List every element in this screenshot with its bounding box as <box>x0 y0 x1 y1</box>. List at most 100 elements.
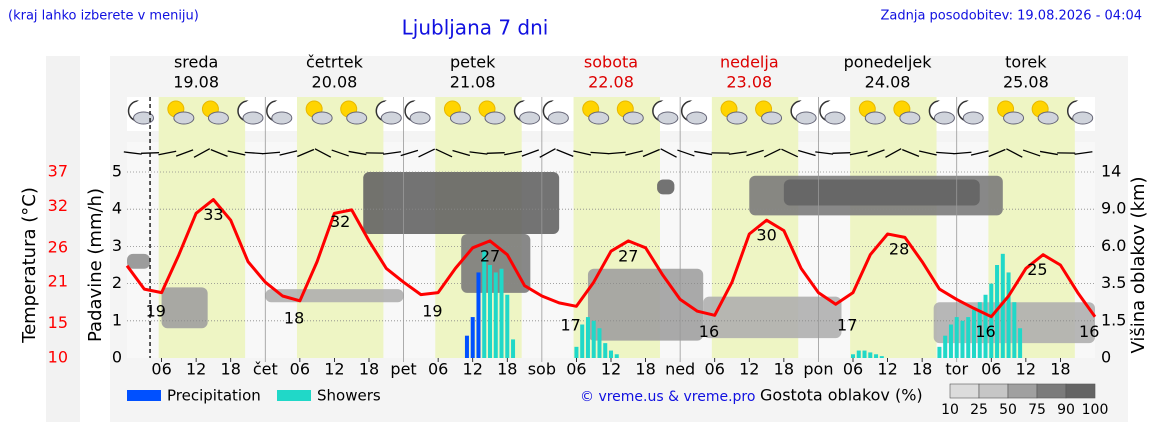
wind-barb <box>607 151 626 155</box>
day-name: torek <box>1005 53 1047 72</box>
temp-label: 33 <box>203 205 223 224</box>
y-axis-title: Padavine (mm/h) <box>85 188 106 342</box>
wind-barb <box>521 149 540 157</box>
temp-axis-title: Temperatura (°C) <box>19 187 40 344</box>
x-tick-label: sob <box>528 360 556 379</box>
x-tick-label: ned <box>665 360 695 379</box>
temp-tick-label: 21 <box>48 272 68 291</box>
temp-tick-label: 32 <box>48 196 68 215</box>
cloud-icon <box>1037 111 1059 125</box>
wind-barb <box>1074 151 1093 155</box>
wind-barb <box>885 148 902 158</box>
cloud-icon <box>962 111 984 125</box>
wind-barb <box>625 150 643 156</box>
day-date: 24.08 <box>865 73 911 92</box>
day-date: 21.08 <box>450 73 496 92</box>
cloud-icon <box>686 111 708 125</box>
legend-label: Precipitation <box>167 387 261 405</box>
temp-tick-label: 37 <box>48 162 68 181</box>
cloud-icon <box>311 111 333 125</box>
cloud-icon <box>622 111 644 125</box>
wind-barb <box>746 149 764 157</box>
cloud-icon <box>380 111 402 125</box>
wind-barb <box>262 151 281 155</box>
cloud-block <box>657 179 675 195</box>
wind-barb <box>227 150 246 156</box>
cloud-icon <box>207 111 229 125</box>
wind-barb <box>936 151 955 155</box>
wind-barb <box>815 151 834 155</box>
temp-tick-label: 26 <box>48 237 68 256</box>
updated: Zadnja posodobitev: 19.08.2026 - 04:04 <box>880 9 1142 24</box>
wind-barb <box>798 149 816 157</box>
cloud-icon <box>933 111 955 125</box>
wind-barb <box>953 151 972 155</box>
bar <box>603 343 608 358</box>
x-tick-label: 18 <box>774 360 794 379</box>
x-tick-label: čet <box>253 360 278 379</box>
y-tick-label: 0 <box>112 348 122 367</box>
bar <box>943 335 948 358</box>
cloud-icon <box>899 111 921 125</box>
bar <box>1000 253 1005 358</box>
day-date: 25.08 <box>1003 73 1049 92</box>
wind-barb <box>1039 150 1058 156</box>
wind-barb <box>486 152 505 154</box>
daylight-band <box>850 97 937 358</box>
wind-barb <box>660 148 677 158</box>
y2-tick-label: 6.0 <box>1101 236 1126 255</box>
day-date: 22.08 <box>588 73 634 92</box>
x-tick-label: 12 <box>601 360 621 379</box>
cloud-icon <box>726 111 748 125</box>
x-tick-label: 06 <box>428 360 448 379</box>
bar <box>1012 302 1017 358</box>
wind-barb <box>677 149 695 157</box>
credit: © vreme.us & vreme.pro <box>580 389 755 405</box>
bar <box>862 350 867 358</box>
temp-label: 16 <box>975 322 995 341</box>
temp-label: 30 <box>756 226 776 245</box>
wind-barb <box>902 149 920 157</box>
y2-axis-title: Višina oblakov (km) <box>1128 176 1149 353</box>
bar <box>1018 328 1023 358</box>
temp-label: 16 <box>1079 322 1099 341</box>
x-tick-label: pet <box>390 360 416 379</box>
cloud-legend-label: 75 <box>1028 402 1046 418</box>
x-tick-label: 06 <box>843 360 863 379</box>
wind-barb <box>849 150 868 156</box>
x-tick-label: 12 <box>739 360 759 379</box>
day-name: sobota <box>584 53 638 72</box>
bar <box>464 335 469 358</box>
cloud-legend-label: 10 <box>941 402 959 418</box>
wind-barb <box>918 150 937 156</box>
wind-barb <box>781 148 799 158</box>
cloud-icon <box>864 111 886 125</box>
bar <box>966 317 971 358</box>
cloud-block <box>587 268 704 341</box>
temp-tick-label: 15 <box>48 313 68 332</box>
wind-barb <box>763 148 781 158</box>
cloud-icon <box>588 111 610 125</box>
cloud-icon <box>173 111 195 125</box>
cloud-legend-box <box>1036 383 1067 399</box>
x-tick-label: 12 <box>1016 360 1036 379</box>
temp-label: 27 <box>480 246 500 265</box>
wind-barb <box>348 150 367 156</box>
wind-barb <box>175 149 194 157</box>
y2-tick-label: 9.0 <box>1101 199 1126 218</box>
x-tick-label: 06 <box>151 360 171 379</box>
day-name: nedelja <box>720 53 779 72</box>
y2-tick-label: 1.5 <box>1101 310 1126 329</box>
left-note: (kraj lahko izberete v meniju) <box>8 9 199 24</box>
wind-barb <box>970 150 989 156</box>
x-tick-label: 12 <box>877 360 897 379</box>
wind-barb <box>123 151 142 155</box>
bar <box>874 354 879 358</box>
y-tick-label: 1 <box>112 310 122 329</box>
cloud-icon <box>1072 111 1094 125</box>
wind-barb <box>279 150 298 156</box>
temp-label: 28 <box>889 240 909 259</box>
cloud-block <box>783 179 980 206</box>
